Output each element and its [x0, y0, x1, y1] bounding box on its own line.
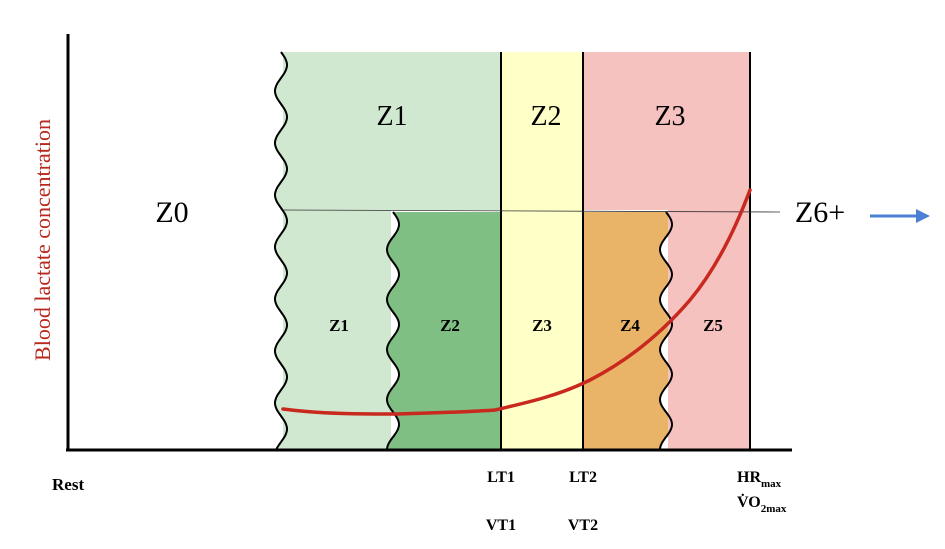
- band-5zone-z4: [583, 212, 672, 450]
- zone5-label-z2: Z2: [440, 316, 460, 335]
- band-3zone-z1: [283, 52, 501, 210]
- marker-hr: HR: [737, 469, 761, 486]
- marker-lt1: LT1: [487, 469, 515, 486]
- lactate-curve: [281, 188, 752, 416]
- marker-vo2-sub: 2max: [761, 503, 787, 515]
- marker-vt1: VT1: [486, 517, 516, 534]
- y-axis-label: Blood lactate concentration: [30, 119, 55, 361]
- marker-hr-sub: max: [761, 478, 782, 490]
- zone5-label-z3: Z3: [532, 316, 552, 335]
- marker-vo2: V̇O: [737, 492, 761, 511]
- zone3-label-z1: Z1: [376, 101, 407, 132]
- zone5-label-z4: Z4: [620, 316, 640, 335]
- wave-boundary-left: [274, 51, 288, 451]
- zone5-label-z5: Z5: [703, 316, 723, 335]
- zone3-label-z3: Z3: [654, 101, 685, 132]
- band-5zone-z5-base: [668, 210, 750, 450]
- zone5-label-z1: Z1: [329, 316, 349, 335]
- arrow-right-icon: [916, 209, 930, 223]
- zone3-label-z2: Z2: [530, 101, 561, 132]
- wave-boundary-z1-z2: [385, 211, 401, 451]
- marker-vo2max: V̇O2max: [737, 492, 787, 515]
- marker-vt2: VT2: [568, 517, 598, 534]
- zone-model-separator: [282, 209, 781, 213]
- band-5zone-z3: [501, 210, 583, 450]
- wave-boundary-z4-z5: [658, 211, 674, 451]
- marker-rest: Rest: [52, 475, 84, 494]
- band-3zone-z3: [583, 52, 750, 210]
- marker-hrmax: HRmax: [737, 469, 782, 490]
- zone-label-z6plus: Z6+: [795, 196, 845, 229]
- band-5zone-z2: [387, 212, 501, 450]
- zone-label-z0: Z0: [155, 196, 188, 229]
- band-3zone-z2: [501, 52, 583, 210]
- marker-lt2: LT2: [569, 469, 597, 486]
- left-wave-fill: [275, 52, 290, 450]
